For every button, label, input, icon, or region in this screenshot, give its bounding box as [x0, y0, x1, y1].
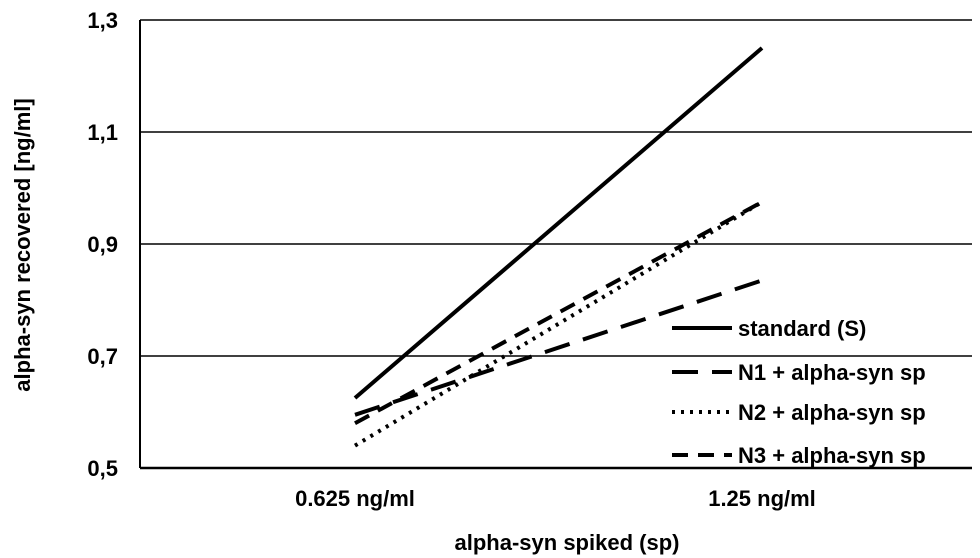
y-tick-label: 0,5 [87, 456, 118, 481]
gridlines [140, 19, 972, 357]
y-tick-label: 0,9 [87, 232, 118, 257]
x-tick-label: 0.625 ng/ml [295, 486, 415, 511]
x-tick-labels: 0.625 ng/ml 1.25 ng/ml [295, 486, 816, 511]
y-tick-label: 1,1 [87, 120, 118, 145]
x-tick-label: 1.25 ng/ml [708, 486, 816, 511]
series-lines [353, 46, 764, 448]
legend: standard (S) N1 + alpha-syn sp N2 + alpha-… [672, 316, 926, 468]
series-line-4 [354, 200, 763, 425]
legend-label: N2 + alpha-syn sp [738, 400, 926, 425]
legend-label: standard (S) [738, 316, 866, 341]
x-axis-label: alpha-syn spiked (sp) [455, 530, 680, 555]
legend-label: N3 + alpha-syn sp [738, 443, 926, 468]
y-tick-label: 0,7 [87, 344, 118, 369]
series-line-2 [354, 278, 763, 417]
axes [139, 20, 972, 470]
series-line-1 [353, 46, 764, 400]
legend-label: N1 + alpha-syn sp [738, 360, 926, 385]
series-line-3 [353, 200, 764, 448]
y-tick-labels: 0,5 0,7 0,9 1,1 1,3 [87, 8, 118, 481]
y-axis-label: alpha-syn recovered [ng/ml] [10, 98, 35, 391]
y-tick-label: 1,3 [87, 8, 118, 33]
